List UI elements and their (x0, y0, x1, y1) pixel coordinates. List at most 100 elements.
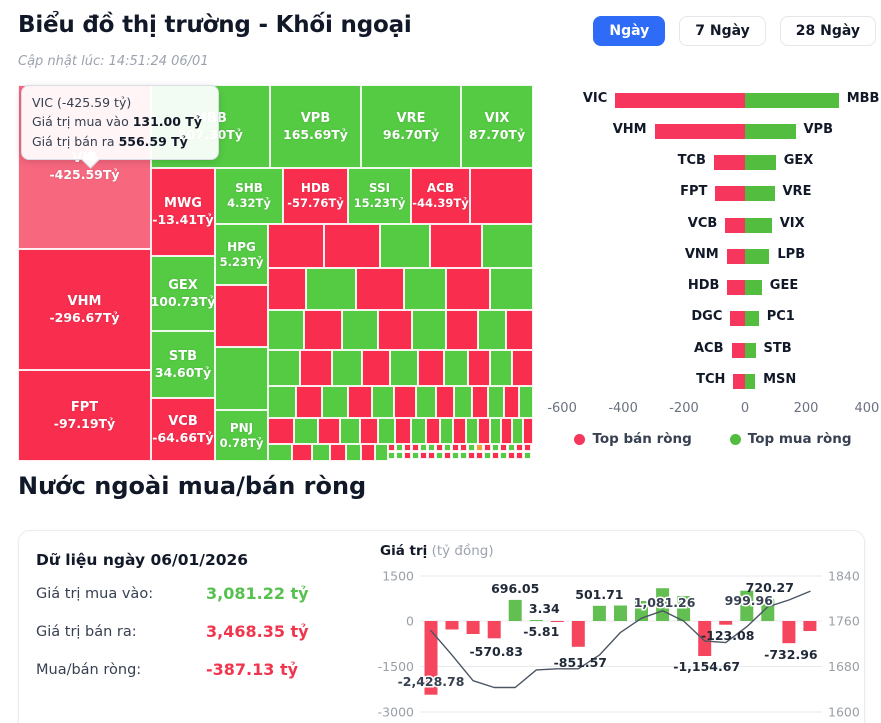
treemap-tile[interactable] (396, 452, 403, 459)
treemap-tile[interactable] (506, 310, 533, 350)
treemap-tile[interactable] (394, 386, 416, 418)
treemap-tile[interactable] (330, 444, 346, 461)
treemap-tile[interactable] (436, 452, 443, 459)
treemap-tile[interactable] (484, 444, 491, 451)
treemap-tile[interactable] (332, 350, 362, 386)
treemap-tile[interactable] (388, 444, 395, 451)
treemap-tile[interactable] (472, 386, 488, 418)
net-value-bar[interactable] (677, 596, 691, 621)
treemap-tile[interactable] (296, 386, 322, 418)
treemap-tile[interactable] (268, 310, 304, 350)
treemap-tile[interactable] (524, 444, 531, 451)
treemap-tile[interactable] (501, 418, 512, 444)
treemap-tile-VCB[interactable]: VCB -64.66Tỷ (151, 398, 215, 461)
treemap-tile[interactable] (411, 418, 426, 444)
treemap-tile[interactable] (428, 444, 435, 451)
treemap-tile[interactable] (512, 350, 533, 386)
treemap-tile[interactable] (312, 444, 330, 461)
treemap-tile[interactable] (318, 418, 340, 444)
treemap-tile[interactable] (378, 418, 395, 444)
treemap-tile-HPG[interactable]: HPG 5.23Tỷ (215, 224, 268, 285)
treemap-tile[interactable] (454, 386, 472, 418)
treemap-tile[interactable] (304, 310, 342, 350)
treemap-tile[interactable] (420, 452, 427, 459)
legend-item[interactable]: Top mua ròng (729, 431, 852, 447)
treemap-tile[interactable] (404, 268, 446, 310)
treemap-tile[interactable] (268, 350, 300, 386)
treemap-tile[interactable] (380, 224, 430, 268)
treemap-tile[interactable] (492, 452, 499, 459)
treemap-tile[interactable] (523, 418, 533, 444)
treemap-tile[interactable] (348, 386, 372, 418)
treemap-tile-SHB[interactable]: SHB 4.32Tỷ (215, 168, 283, 224)
treemap-tile[interactable] (476, 444, 483, 451)
treemap-tile[interactable] (512, 418, 523, 444)
treemap-tile[interactable] (452, 444, 459, 451)
treemap-tile[interactable] (478, 418, 490, 444)
treemap-tile-HDB[interactable]: HDB -57.76Tỷ (283, 168, 348, 224)
treemap-tile[interactable] (388, 452, 395, 459)
net-value-bar[interactable] (550, 621, 564, 622)
pair-bar-buy-STB[interactable] (745, 343, 756, 358)
treemap-tile[interactable] (446, 310, 478, 350)
treemap-tile[interactable] (361, 444, 375, 461)
net-value-bar[interactable] (445, 621, 459, 630)
treemap-tile[interactable] (215, 347, 268, 410)
treemap-tile[interactable] (490, 418, 501, 444)
treemap-tile[interactable] (504, 386, 519, 418)
treemap-tile[interactable] (500, 444, 507, 451)
treemap-tile[interactable] (375, 444, 388, 461)
net-value-bar[interactable] (508, 599, 522, 621)
treemap-tile-ACB[interactable]: ACB -44.39Tỷ (411, 168, 470, 224)
treemap-tile[interactable] (215, 285, 268, 347)
treemap-tile-STB[interactable]: STB 34.60Tỷ (151, 331, 215, 398)
treemap-tile[interactable] (500, 452, 507, 459)
treemap-tile[interactable] (468, 452, 475, 459)
net-value-bar[interactable] (487, 621, 501, 639)
pair-bar-sell-HDB[interactable] (727, 280, 745, 295)
treemap-tile[interactable] (508, 452, 515, 459)
period-button-ngày[interactable]: Ngày (593, 16, 666, 46)
net-value-bar[interactable] (782, 621, 796, 644)
pair-bar-sell-VCB[interactable] (725, 218, 745, 233)
legend-item[interactable]: Top bán ròng (574, 431, 692, 447)
treemap-tile-SSI[interactable]: SSI 15.23Tỷ (348, 168, 411, 224)
net-value-bar[interactable] (698, 621, 712, 656)
treemap-tile[interactable] (412, 444, 419, 451)
treemap-tile[interactable] (426, 418, 440, 444)
treemap-tile[interactable] (446, 268, 490, 310)
treemap-tile-PNJ[interactable]: PNJ 0.78Tỷ (215, 410, 268, 461)
net-value-bar[interactable] (740, 590, 754, 621)
pair-bar-sell-DGC[interactable] (730, 311, 745, 326)
treemap-tile[interactable] (412, 310, 446, 350)
treemap-tile[interactable] (360, 418, 378, 444)
treemap-tile[interactable] (468, 444, 475, 451)
treemap-tile[interactable] (516, 452, 523, 459)
treemap-tile[interactable] (420, 444, 427, 451)
treemap-tile-VHM[interactable]: VHM -296.67Tỷ (18, 249, 151, 370)
period-button-7-ngày[interactable]: 7 Ngày (679, 16, 766, 46)
treemap-tile[interactable] (294, 418, 318, 444)
treemap-tile[interactable] (340, 418, 360, 444)
treemap-tile[interactable] (444, 444, 451, 451)
treemap-tile[interactable] (436, 444, 443, 451)
pair-bar-buy-MBB[interactable] (745, 93, 839, 108)
treemap-tile[interactable] (416, 386, 436, 418)
treemap-tile[interactable] (372, 386, 394, 418)
treemap-tile[interactable] (453, 418, 466, 444)
treemap-tile[interactable] (362, 350, 390, 386)
pair-bar-buy-GEE[interactable] (745, 280, 762, 295)
net-value-bar[interactable] (761, 599, 775, 621)
pair-bar-buy-VIX[interactable] (745, 218, 772, 233)
net-value-bar[interactable] (592, 605, 606, 621)
treemap-tile[interactable] (418, 350, 444, 386)
treemap-tile[interactable] (268, 418, 294, 444)
net-value-bar[interactable] (614, 605, 627, 622)
treemap-tile[interactable] (466, 418, 478, 444)
pair-bar-buy-LPB[interactable] (745, 249, 770, 264)
treemap-tile[interactable] (268, 268, 306, 310)
treemap-tile[interactable] (519, 386, 533, 418)
treemap-tile-VPB[interactable]: VPB 165.69Tỷ (270, 85, 361, 168)
net-value-bar[interactable] (466, 621, 480, 634)
pair-bar-buy-VRE[interactable] (745, 186, 775, 201)
